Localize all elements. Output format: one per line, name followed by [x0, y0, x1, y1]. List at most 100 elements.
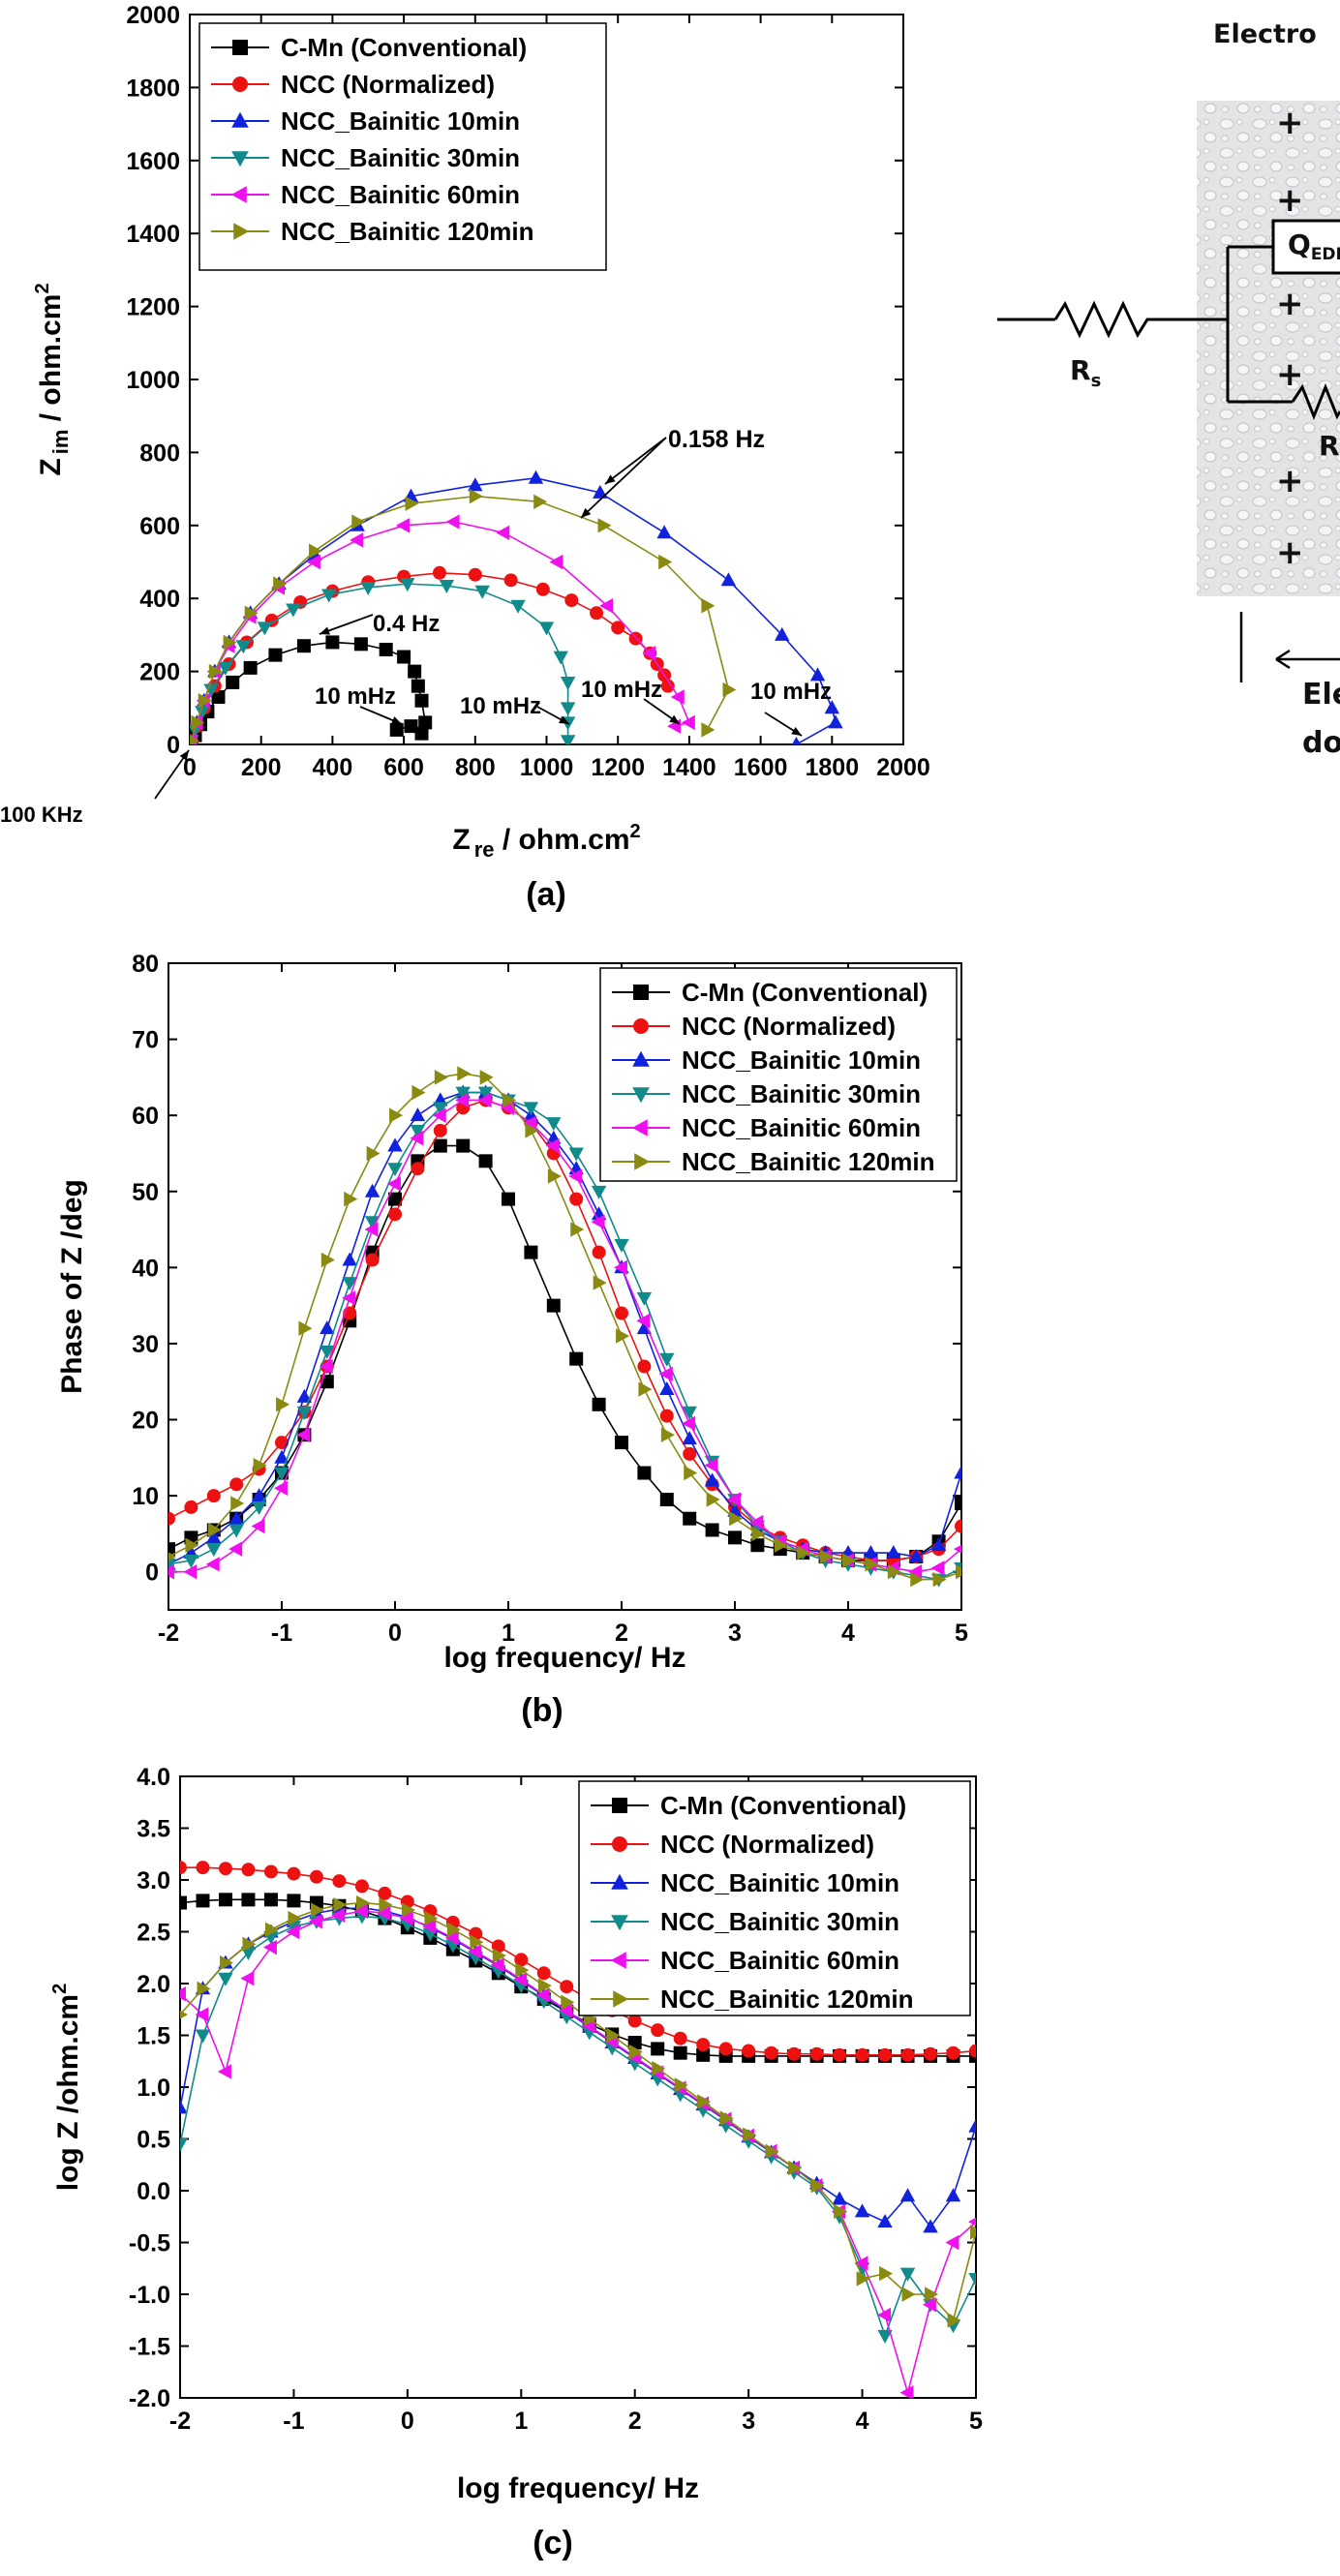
data-point	[568, 1168, 583, 1184]
data-point	[411, 1084, 426, 1101]
legend-marker	[631, 1119, 648, 1136]
data-point	[286, 603, 301, 618]
legend-marker	[233, 223, 250, 240]
data-point	[613, 1259, 627, 1276]
x-tick-label: 5	[969, 2408, 983, 2435]
data-point	[344, 1191, 358, 1207]
data-point	[195, 706, 210, 720]
data-point	[503, 573, 518, 588]
rct-label: R	[1319, 430, 1340, 462]
y-tick-label: 1800	[126, 75, 180, 102]
data-point	[764, 2046, 778, 2060]
annotations: 0.158 Hz 0.4 Hz 10 mHz 10 mHz 10 mHz 10 mHz 10…	[0, 426, 832, 827]
data-point	[331, 1907, 346, 1924]
data-point	[414, 726, 429, 741]
y-tick-label: 4.0	[137, 1764, 170, 1791]
data-point	[469, 488, 483, 504]
data-point	[477, 1092, 492, 1108]
data-point	[681, 714, 695, 731]
y-tick-label: 50	[132, 1179, 159, 1206]
data-point	[310, 1902, 324, 1918]
data-point	[954, 1465, 961, 1479]
data-point	[399, 1910, 413, 1926]
data-point	[468, 477, 483, 492]
data-point	[235, 640, 251, 654]
legend-marker	[633, 1018, 649, 1034]
data-point	[854, 2203, 870, 2218]
legend-label: NCC_Bainitic 10min	[281, 106, 520, 136]
data-point	[547, 1168, 562, 1184]
data-point	[545, 1137, 560, 1154]
data-point	[286, 1924, 300, 1940]
data-point	[263, 1893, 278, 1907]
data-point	[208, 663, 223, 680]
annotation-label: 0.158 Hz	[668, 426, 765, 453]
y-tick-label: 40	[132, 1255, 159, 1282]
data-point	[682, 1431, 697, 1445]
data-point	[287, 1894, 301, 1908]
arrow-head-icon	[605, 474, 616, 484]
data-point	[696, 2047, 711, 2062]
data-point	[477, 1086, 494, 1101]
data-point	[386, 1176, 401, 1192]
data-point	[180, 2010, 189, 2019]
y-axis-label-sup: 2	[49, 1984, 71, 1994]
data-point	[553, 651, 568, 665]
legend-marker	[610, 1952, 626, 1969]
data-point	[168, 1552, 177, 1561]
data-point	[410, 1107, 426, 1122]
data-point	[932, 1571, 947, 1588]
series-group	[168, 1066, 961, 1588]
data-point	[206, 1489, 221, 1503]
data-point	[720, 572, 737, 587]
y-tick-label: 20	[132, 1408, 159, 1435]
data-point	[251, 1500, 267, 1515]
data-point	[879, 2265, 894, 2282]
data-point	[228, 1541, 243, 1557]
y-tick-label: 30	[132, 1331, 159, 1358]
legend-marker	[632, 1050, 650, 1067]
data-point	[637, 1466, 652, 1480]
data-point	[168, 1511, 175, 1526]
data-point	[273, 576, 288, 591]
data-point	[524, 1245, 538, 1259]
x-tick-label: 1200	[591, 754, 645, 781]
data-point	[810, 2177, 825, 2194]
data-point	[401, 1902, 415, 1918]
data-point	[659, 1352, 675, 1367]
data-point	[183, 1564, 198, 1580]
data-point	[528, 470, 544, 484]
legend-label: NCC_Bainitic 10min	[660, 1868, 899, 1897]
data-point	[591, 1214, 605, 1229]
data-point	[877, 2214, 893, 2228]
data-point	[274, 1449, 289, 1464]
circuit-wires	[997, 245, 1293, 404]
data-point	[683, 1446, 697, 1461]
data-point	[593, 1275, 607, 1290]
data-point	[673, 2031, 687, 2046]
circuit-title: Electro	[1213, 19, 1317, 49]
data-point	[561, 1994, 575, 2010]
data-point	[523, 1115, 537, 1131]
plus-charges: + + + + + +	[1276, 104, 1304, 572]
y-axis-label-main: Z	[35, 458, 67, 475]
data-point	[183, 1554, 199, 1568]
data-point	[298, 1320, 313, 1336]
data-point	[968, 2273, 976, 2287]
data-point	[899, 2267, 916, 2282]
data-point	[955, 1519, 961, 1533]
data-point	[388, 1207, 402, 1222]
data-point	[922, 2297, 936, 2313]
data-point	[379, 642, 393, 656]
x-axis-label-main: Z	[452, 824, 470, 856]
data-point	[388, 1192, 402, 1206]
y-tick-label: 1.5	[137, 2023, 170, 2050]
data-point	[564, 593, 579, 608]
legend-box	[599, 967, 958, 1182]
legend-marker	[612, 1836, 627, 1852]
legend-label: NCC_Bainitic 120min	[660, 1985, 914, 2014]
data-point	[408, 664, 422, 679]
annotation-label: 0.4 Hz	[373, 611, 440, 637]
data-point	[253, 1457, 267, 1473]
